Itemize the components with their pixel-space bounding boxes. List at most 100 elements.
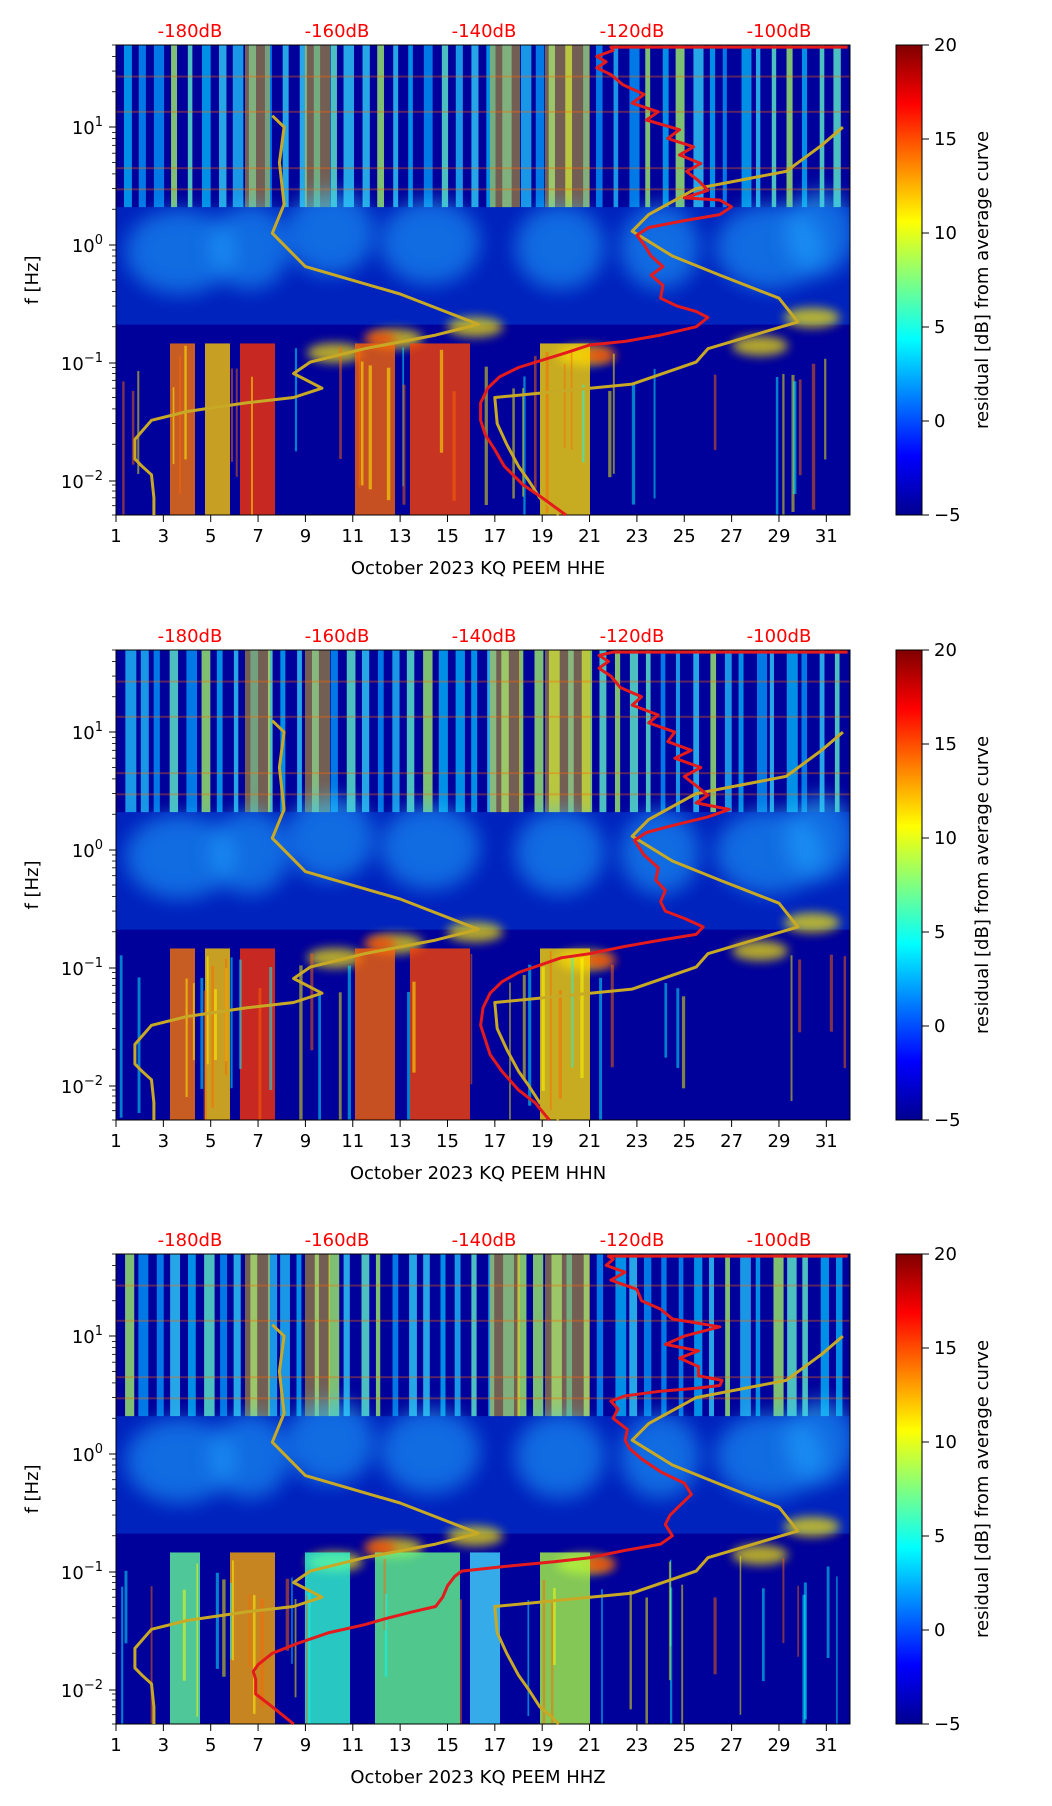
heatmap-cell xyxy=(131,390,135,465)
x-ticks: 1 3 5 7 9 11 13 15 17 19 21 23 25 27 29 31 xyxy=(110,515,838,547)
db-scale-label: -180dB xyxy=(158,21,223,42)
heatmap-cell xyxy=(220,1254,228,1417)
db-scale-label: -180dB xyxy=(158,1230,223,1251)
heatmap-cell xyxy=(201,45,211,208)
heatmap-cell xyxy=(383,1558,386,1631)
y-tick-label: 101 xyxy=(72,115,103,139)
x-tick-label: 13 xyxy=(389,1735,412,1756)
colorbar-tick-label: 15 xyxy=(934,129,957,150)
x-axis-label: October 2023 KQ PEEM HHN xyxy=(350,1163,606,1184)
heatmap-cell xyxy=(305,650,330,813)
heatmap-cell xyxy=(568,650,574,813)
heatmap-cell xyxy=(454,1254,461,1417)
heatmap-cell xyxy=(250,650,259,813)
heatmap-cell xyxy=(596,1254,604,1417)
x-tick-label: 15 xyxy=(436,526,459,547)
heatmap-cell xyxy=(116,680,850,683)
heatmap-cell xyxy=(681,996,686,1089)
x-tick-label: 29 xyxy=(768,1735,791,1756)
colorbar-ticks: −5 0 5 10 15 20 xyxy=(922,35,961,526)
colorbar-gradient xyxy=(895,44,923,516)
db-scale-label: -100dB xyxy=(747,626,812,647)
heatmap-cell xyxy=(503,1254,514,1417)
heatmap-cell xyxy=(540,1552,590,1724)
heatmap-cell xyxy=(709,1254,714,1417)
heatmap-cell xyxy=(709,45,716,208)
heatmap-cell xyxy=(501,650,509,813)
heatmap-cell xyxy=(192,983,195,1061)
station-psd-curve xyxy=(479,650,848,1121)
heatmap-cell xyxy=(358,347,361,488)
heatmap-cell xyxy=(375,1552,460,1724)
x-tick-label: 3 xyxy=(158,526,169,547)
heatmap-cell xyxy=(553,1588,556,1665)
heatmap-cell xyxy=(125,1254,135,1417)
heatmap-cell xyxy=(361,650,370,813)
heatmap-cell xyxy=(186,650,198,813)
colorbar-tick-label: 0 xyxy=(934,1016,945,1037)
x-tick-label: 19 xyxy=(531,526,554,547)
heatmap-cell xyxy=(116,207,850,325)
y-tick-label: 10−2 xyxy=(61,1678,103,1702)
x-tick-label: 1 xyxy=(110,1735,121,1756)
curves xyxy=(133,650,848,1122)
heatmap-cell xyxy=(829,954,833,1032)
heatmap-cell xyxy=(533,355,537,489)
colorbar-tick-label: −5 xyxy=(934,1714,961,1735)
heatmap-cell xyxy=(211,966,214,1108)
panel-hhz: -180dB -160dB -140dB -120dB -100dB 10−2 … xyxy=(22,1230,993,1788)
heatmap-cell xyxy=(599,650,607,813)
heatmap-cell xyxy=(252,1595,256,1714)
heatmap-cell xyxy=(545,351,549,513)
colorbar-label: residual [dB] from average curve xyxy=(972,1340,993,1638)
heatmap-cell xyxy=(738,650,744,813)
heatmap-cell xyxy=(123,45,132,208)
heatmap-cell xyxy=(339,347,342,460)
heatmap-cell xyxy=(215,1572,219,1669)
heatmap-cell xyxy=(264,45,272,208)
y-tick-label: 101 xyxy=(72,720,103,744)
reference-curve-low xyxy=(133,719,480,1120)
heatmap-cell xyxy=(755,1254,761,1417)
heatmap-cell xyxy=(471,650,478,813)
heatmap-cell xyxy=(786,650,798,813)
x-axis-label: October 2023 KQ PEEM HHE xyxy=(351,558,605,579)
heatmap-cell xyxy=(596,45,603,208)
heatmap-cell xyxy=(797,1585,799,1657)
colorbar-label: residual [dB] from average curve xyxy=(972,736,993,1034)
colorbar-tick-label: 15 xyxy=(934,1338,957,1359)
heatmap-cell xyxy=(187,45,193,208)
heatmap-cell xyxy=(307,947,363,968)
heatmap-cell xyxy=(459,1599,462,1724)
heatmap-cell xyxy=(124,1570,128,1644)
heatmap-cell xyxy=(355,948,395,1120)
heatmap-cell xyxy=(182,1589,186,1681)
colorbar-tick-label: 20 xyxy=(934,1244,957,1265)
heatmap-cell xyxy=(678,1254,684,1417)
db-scale-label: -100dB xyxy=(747,1230,812,1251)
heatmap-cell xyxy=(185,978,188,1097)
x-tick-label: 23 xyxy=(625,526,648,547)
heatmap-cell xyxy=(210,1413,290,1499)
heatmap-cell xyxy=(782,1558,785,1644)
heatmap-cell xyxy=(240,343,275,515)
heatmap-cell xyxy=(377,650,384,813)
heatmap-cell xyxy=(580,957,584,1079)
y-tick-label: 10−2 xyxy=(61,469,103,493)
colorbar: −5 0 5 10 15 20 residual [dB] from average cu… xyxy=(895,640,993,1131)
y-tick-label: 10−1 xyxy=(61,956,103,980)
heatmap-cell xyxy=(368,365,372,490)
heatmap-cell xyxy=(722,45,727,208)
db-scale-label: -140dB xyxy=(452,1230,517,1251)
heatmap-cell xyxy=(318,994,322,1120)
heatmap-cell xyxy=(299,45,307,208)
heatmap-cell xyxy=(488,1254,495,1417)
heatmap-cell xyxy=(775,376,779,515)
heatmap-cell xyxy=(214,989,217,1060)
heatmap-cell xyxy=(269,967,273,1091)
heatmap-cell xyxy=(116,167,850,170)
heatmap-cell xyxy=(629,1254,638,1417)
heatmap-cell xyxy=(740,1254,751,1417)
heatmap-cell xyxy=(653,368,656,499)
